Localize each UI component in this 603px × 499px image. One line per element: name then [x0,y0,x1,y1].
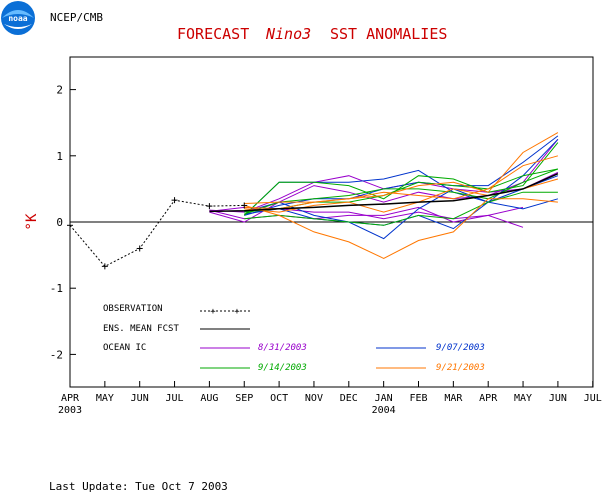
observation-point [136,245,143,252]
forecast-members [209,132,559,259]
x-tick-label: DEC [340,393,358,404]
legend: OBSERVATION + + ENS. MEAN FCST OCEAN IC … [103,304,485,373]
observation-line [69,199,245,268]
last-update: Last Update: Tue Oct 7 2003 [49,480,228,493]
member-line-sep21 [244,198,558,259]
legend-ocean-ic-label: OCEAN IC [103,343,146,353]
legend-aug31-label: 8/31/2003 [258,343,307,353]
y-tick-label: 1 [56,150,63,163]
chart-title: FORECAST Nino3 SST ANOMALIES [177,25,447,43]
y-axis-label: °K [24,213,40,230]
x-tick-label: APR [479,393,498,404]
x-tick-label: MAY [96,393,114,404]
x-tick-label: JUL [166,393,184,404]
x-tick-label: JUN [549,393,567,404]
x-tick-label: JUN [131,393,149,404]
observation-point [206,203,213,210]
observation-point [67,222,73,229]
legend-observation-label: OBSERVATION [103,304,163,314]
x-tick-label: NOV [305,393,323,404]
legend-sep21-label: 9/21/2003 [436,363,485,373]
observation-point [171,197,178,204]
y-tick-label: -2 [50,348,63,361]
observation [67,197,248,270]
title-nino3: Nino3 [265,25,311,43]
member-line-sep07 [244,188,559,240]
x-tick-label: SEP [235,393,253,404]
ens-mean-line [209,173,559,213]
legend-observation-swatch: + + [200,307,250,317]
x-tick-label: OCT [270,393,288,404]
title-forecast: FORECAST [177,25,249,43]
y-tick-label: 2 [56,84,63,97]
x-tick-label: MAY [514,393,532,404]
logo-text: noaa [8,14,27,23]
x-tick-label: FEB [409,393,427,404]
member-line-sep07 [243,138,559,216]
member-line-sep21 [244,155,559,210]
legend-ens-mean-label: ENS. MEAN FCST [103,324,179,334]
legend-sep14-label: 9/14/2003 [258,363,307,373]
x-tick-label: AUG [200,393,218,404]
y-tick-label: -1 [50,282,63,295]
observation-point [101,263,108,270]
x-axis: APR MAY JUN JUL AUG SEP OCT NOV DEC JAN FEB MAR APR M… [58,381,602,416]
observation-point [241,202,248,209]
y-axis: -2 -1 0 1 2 [50,84,76,361]
svg-text:+: + [210,307,216,317]
agency-label: NCEP/CMB [50,11,103,24]
year-label: 2003 [58,405,82,416]
svg-text:+: + [234,307,240,317]
noaa-logo: noaa [1,1,35,35]
title-sst-anomalies: SST ANOMALIES [330,25,447,43]
x-tick-label: JUL [584,393,602,404]
year-label: 2004 [372,405,396,416]
member-line-sep14 [244,191,558,226]
ensemble-mean [209,173,559,213]
member-line-sep21 [244,132,559,204]
legend-sep07-label: 9/07/2003 [436,343,485,353]
x-tick-label: MAR [444,393,463,404]
y-tick-label: 0 [56,216,63,229]
member-line-sep14 [244,168,559,215]
x-tick-label: JAN [375,393,393,404]
x-tick-label: APR [61,393,80,404]
member-line-sep14 [243,142,559,216]
